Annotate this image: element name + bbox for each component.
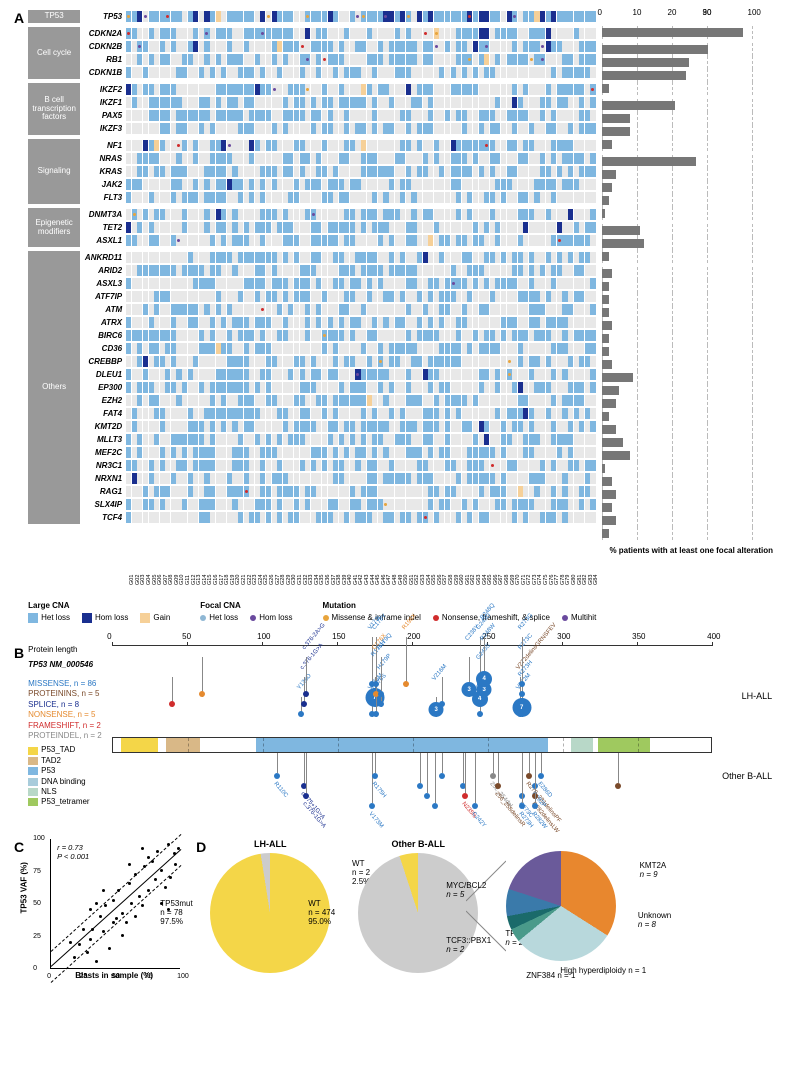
panel-d: LH-ALLTP53mutn = 7897.5%WTn = 22.5%Other… bbox=[210, 839, 781, 973]
panel-b: B Protein length TP53 NM_000546 MISSENSE… bbox=[14, 645, 781, 821]
legend-a: Large CNAHet lossHom lossGainFocal CNAHe… bbox=[28, 601, 781, 623]
mutation-type-legend: MISSENSE, n = 86PROTEININS, n = 5SPLICE,… bbox=[28, 679, 108, 741]
panel-a-label: A bbox=[14, 10, 24, 26]
panels-c-d: C TP53 VAF (%) r = 0.73 P < 0.001 025507… bbox=[14, 839, 781, 980]
bar-xlabel: % patients with at least one focal alter… bbox=[602, 546, 782, 555]
bottom-cohort-label: Other B-ALL bbox=[722, 771, 772, 781]
panel-a: TP53TP53Cell cycleCDKN2ACDKN2BRB1CDKN1BB… bbox=[28, 10, 781, 555]
sample-labels: G01G02G03G04G05G06G07G08G09G10G11G12G13G… bbox=[126, 557, 781, 563]
bar-chart: 010203090100 % patients with at least on… bbox=[602, 10, 782, 555]
domain-legend: P53_TADTAD2P53DNA bindingNLSP53_tetramer bbox=[28, 745, 108, 807]
lollipop-plot: LH-ALL Other B-ALL Y126Dc.376-1G>Ac.376-… bbox=[112, 661, 712, 821]
panel-c: TP53 VAF (%) r = 0.73 P < 0.001 02550751… bbox=[28, 839, 178, 980]
scatter-ylabel: TP53 VAF (%) bbox=[20, 862, 29, 913]
scatter-stats: r = 0.73 P < 0.001 bbox=[57, 843, 89, 861]
protein-length-label: Protein length bbox=[28, 645, 108, 654]
panel-d-label: D bbox=[196, 839, 206, 973]
transcript-label: TP53 NM_000546 bbox=[28, 660, 108, 669]
figure: A TP53TP53Cell cycleCDKN2ACDKN2BRB1CDKN1… bbox=[0, 0, 795, 990]
panel-b-label: B bbox=[14, 645, 24, 661]
oncoprint: TP53TP53Cell cycleCDKN2ACDKN2BRB1CDKN1BB… bbox=[28, 10, 595, 555]
top-cohort-label: LH-ALL bbox=[742, 691, 773, 701]
